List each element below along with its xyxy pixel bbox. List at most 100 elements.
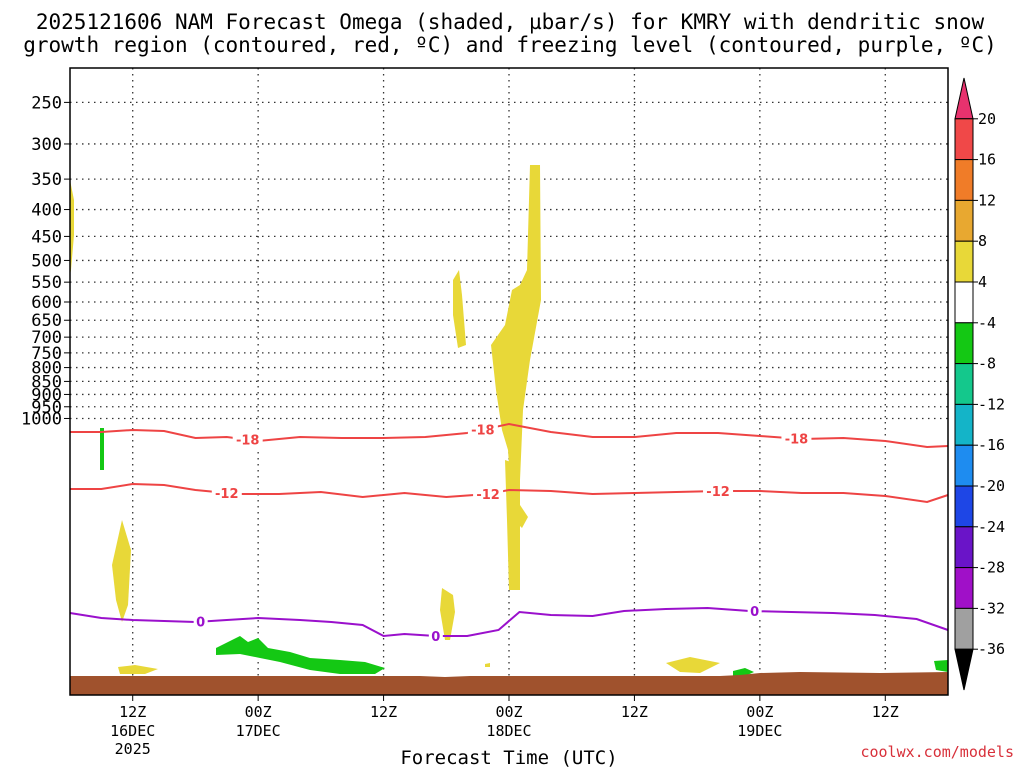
colorbar-label-11: -28 [978, 559, 1005, 577]
x-tick-label-6-l1: 12Z [872, 703, 899, 721]
colorbar-swatch-2 [954, 159, 974, 201]
colorbar-swatch-0 [954, 77, 974, 120]
colorbar-label-5: -4 [978, 314, 996, 332]
contour-label-2-1: 0 [431, 630, 440, 645]
x-tick-label-0-l2: 16DEC [110, 722, 155, 740]
y-tick-label-950: 950 [31, 398, 62, 418]
y-tick-label-550: 550 [31, 273, 62, 293]
contour-label-bg-0-0 [232, 431, 263, 448]
contour-label-bg-1-0 [211, 485, 242, 501]
colorbar-swatch-3 [954, 199, 974, 242]
colorbar-swatch-7 [954, 363, 974, 405]
contour-label-bg-1-1 [473, 486, 504, 502]
omega-region-downward-2 [216, 636, 385, 674]
colorbar-swatch-5 [954, 281, 974, 324]
x-tick-label-2-l1: 12Z [370, 703, 397, 721]
contour-label-0-0: -18 [236, 434, 260, 449]
omega-region-upward-2 [491, 165, 541, 535]
contour-label-bg-0-1 [467, 421, 498, 438]
omega-region-upward-5 [512, 500, 528, 528]
contour-label-1-1: -12 [476, 488, 500, 503]
contour-label-0-1: -18 [471, 424, 495, 439]
colorbar-label-10: -24 [978, 518, 1005, 536]
contour-label-1-2: -12 [706, 485, 730, 500]
x-tick-label-5-l1: 00Z [746, 703, 773, 721]
y-tick-label-600: 600 [31, 293, 62, 313]
chart-title-line-1: 2025121606 NAM Forecast Omega (shaded, µ… [36, 10, 985, 34]
y-tick-label-300: 300 [31, 135, 62, 155]
omega-region-upward-1 [70, 180, 74, 275]
y-tick-label-800: 800 [31, 359, 62, 379]
site-credit: coolwx.com/models [860, 743, 1014, 761]
colorbar-swatch-9 [954, 444, 974, 487]
y-tick-label-500: 500 [31, 251, 62, 271]
omega-colorbar: 20 16 12 8 4 -4 -8 -12 -16 -20 -24 -28 -32 -36 [954, 77, 1005, 691]
contour-label-0-2: -18 [785, 433, 809, 448]
y-tick-label-700: 700 [31, 328, 62, 348]
colorbar-swatch-10 [954, 485, 974, 528]
colorbar-swatch-14 [954, 648, 974, 691]
omega-region-upward-8 [118, 665, 158, 674]
y-tick-label-900: 900 [31, 385, 62, 405]
contour-label-bg-2-0 [193, 613, 208, 630]
y-tick-label-250: 250 [31, 93, 62, 113]
x-tick-label-0-l3: 2025 [115, 740, 151, 758]
omega-region-upward-7 [440, 588, 455, 640]
colorbar-label-1: 16 [978, 151, 996, 169]
colorbar-label-9: -20 [978, 477, 1005, 495]
x-tick-label-1-l1: 00Z [245, 703, 272, 721]
omega-region-upward-6 [112, 520, 131, 622]
colorbar-swatch-13 [954, 607, 974, 650]
colorbar-swatch-6 [954, 322, 974, 365]
x-tick-label-5-l2: 19DEC [737, 722, 782, 740]
omega-region-upward-9 [666, 657, 720, 673]
colorbar-label-12: -32 [978, 599, 1005, 617]
colorbar-swatch-4 [954, 240, 974, 283]
omega-region-upward-4 [505, 460, 520, 590]
y-tick-label-350: 350 [31, 170, 62, 190]
colorbar-label-2: 12 [978, 191, 996, 209]
pressure-axis: 2503003504004505005506006507007508008509… [21, 93, 70, 429]
x-tick-label-4-l1: 12Z [621, 703, 648, 721]
x-tick-label-0-l1: 12Z [119, 703, 146, 721]
x-axis-label: Forecast Time (UTC) [400, 747, 617, 768]
x-tick-label-3-l2: 18DEC [486, 722, 531, 740]
y-tick-label-400: 400 [31, 201, 62, 221]
colorbar-swatch-8 [954, 403, 974, 446]
contour-label-1-0: -12 [215, 487, 239, 502]
contour-label-2-2: 0 [750, 605, 759, 620]
omega-region-upward-10 [485, 663, 490, 667]
colorbar-label-3: 8 [978, 232, 987, 250]
omega-region-downward-3 [733, 668, 754, 676]
omega-shading [70, 165, 948, 676]
omega-region-downward-4 [934, 660, 948, 672]
omega-region-upward-3 [453, 270, 466, 348]
contour-label-bg-2-1 [428, 628, 443, 644]
y-tick-label-650: 650 [31, 311, 62, 331]
colorbar-label-6: -8 [978, 355, 996, 373]
contour-label-bg-2-2 [747, 603, 762, 620]
colorbar-swatch-12 [954, 567, 974, 609]
omega-region-downward-1 [100, 428, 104, 470]
x-tick-label-1-l2: 17DEC [236, 722, 281, 740]
y-tick-label-1000: 1000 [21, 409, 62, 429]
contour-label-bg-0-2 [781, 430, 812, 447]
colorbar-label-7: -12 [978, 395, 1005, 413]
colorbar-swatch-1 [954, 118, 974, 161]
colorbar-label-13: -36 [978, 640, 1005, 658]
colorbar-label-0: 20 [978, 110, 996, 128]
y-tick-label-750: 750 [31, 344, 62, 364]
y-tick-label-850: 850 [31, 372, 62, 392]
ground-surface [70, 672, 948, 695]
chart-title-line-2: growth region (contoured, red, ºC) and f… [23, 33, 997, 57]
temperature-contours: -18 -18 -18 -12 -12 -12 0 0 0 [69, 421, 949, 645]
x-tick-label-3-l1: 00Z [495, 703, 522, 721]
y-tick-label-450: 450 [31, 227, 62, 247]
contour-label-2-0: 0 [196, 616, 205, 631]
colorbar-swatch-11 [954, 526, 974, 569]
colorbar-label-4: 4 [978, 273, 987, 291]
colorbar-label-8: -16 [978, 436, 1005, 454]
contour-label-bg-1-2 [703, 483, 734, 499]
